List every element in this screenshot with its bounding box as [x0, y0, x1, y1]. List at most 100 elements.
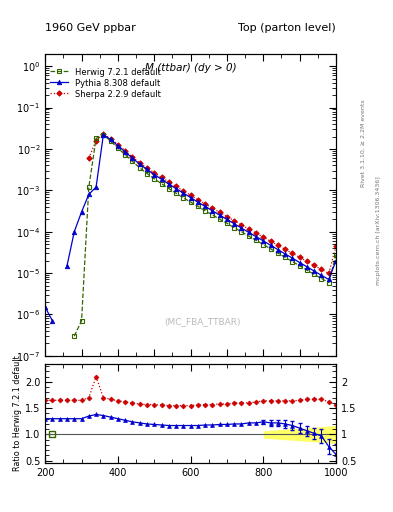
Pythia 8.308 default	[246, 229, 251, 236]
Pythia 8.308 default	[50, 318, 55, 324]
Sherpa 2.2.9 default	[130, 154, 135, 160]
Pythia 8.308 default	[101, 132, 106, 138]
Herwig 7.2.1 default	[138, 165, 142, 171]
Text: Rivet 3.1.10, ≥ 2.2M events: Rivet 3.1.10, ≥ 2.2M events	[361, 99, 366, 187]
Pythia 8.308 default	[116, 143, 120, 149]
Pythia 8.308 default	[232, 221, 237, 227]
Herwig 7.2.1 default	[217, 216, 222, 222]
Text: mcplots.cern.ch [arXiv:1306.3436]: mcplots.cern.ch [arXiv:1306.3436]	[376, 176, 381, 285]
Herwig 7.2.1 default	[108, 138, 113, 144]
Pythia 8.308 default	[225, 217, 230, 223]
Sherpa 2.2.9 default	[275, 242, 280, 248]
Pythia 8.308 default	[268, 242, 273, 248]
Herwig 7.2.1 default	[174, 190, 178, 196]
Sherpa 2.2.9 default	[86, 155, 91, 161]
Sherpa 2.2.9 default	[319, 266, 324, 272]
Sherpa 2.2.9 default	[312, 262, 317, 268]
Herwig 7.2.1 default	[334, 251, 338, 258]
Herwig 7.2.1 default	[94, 135, 99, 141]
Pythia 8.308 default	[72, 229, 77, 235]
Sherpa 2.2.9 default	[123, 148, 128, 154]
Herwig 7.2.1 default	[246, 233, 251, 239]
Sherpa 2.2.9 default	[225, 214, 230, 220]
Herwig 7.2.1 default	[159, 181, 164, 187]
Herwig 7.2.1 default	[239, 229, 244, 235]
Herwig 7.2.1 default	[319, 275, 324, 282]
Sherpa 2.2.9 default	[246, 226, 251, 232]
Herwig 7.2.1 default	[167, 185, 171, 191]
Text: M (ttbar) (dy > 0): M (ttbar) (dy > 0)	[145, 63, 237, 73]
Pythia 8.308 default	[138, 161, 142, 167]
Sherpa 2.2.9 default	[268, 238, 273, 244]
Pythia 8.308 default	[108, 136, 113, 142]
Herwig 7.2.1 default	[327, 280, 331, 286]
Herwig 7.2.1 default	[145, 170, 149, 177]
Pythia 8.308 default	[305, 264, 309, 270]
Herwig 7.2.1 default	[305, 267, 309, 273]
Pythia 8.308 default	[298, 260, 302, 266]
Herwig 7.2.1 default	[203, 208, 208, 214]
Pythia 8.308 default	[159, 176, 164, 182]
Pythia 8.308 default	[196, 199, 200, 205]
Sherpa 2.2.9 default	[334, 243, 338, 249]
Sherpa 2.2.9 default	[196, 197, 200, 203]
Pythia 8.308 default	[94, 184, 99, 190]
Sherpa 2.2.9 default	[217, 209, 222, 216]
Pythia 8.308 default	[174, 185, 178, 191]
Pythia 8.308 default	[203, 203, 208, 209]
Sherpa 2.2.9 default	[188, 192, 193, 198]
Sherpa 2.2.9 default	[232, 218, 237, 224]
Herwig 7.2.1 default	[254, 237, 259, 243]
Pythia 8.308 default	[167, 181, 171, 187]
Herwig 7.2.1 default	[196, 203, 200, 209]
Sherpa 2.2.9 default	[181, 188, 186, 194]
Sherpa 2.2.9 default	[239, 222, 244, 228]
Text: Top (parton level): Top (parton level)	[238, 23, 336, 33]
Herwig 7.2.1 default	[298, 263, 302, 269]
Sherpa 2.2.9 default	[138, 160, 142, 166]
Sherpa 2.2.9 default	[210, 205, 215, 211]
Sherpa 2.2.9 default	[203, 201, 208, 207]
Pythia 8.308 default	[123, 149, 128, 155]
Herwig 7.2.1 default	[79, 318, 84, 324]
Herwig 7.2.1 default	[283, 254, 288, 261]
Herwig 7.2.1 default	[225, 220, 230, 226]
Sherpa 2.2.9 default	[94, 137, 99, 143]
Pythia 8.308 default	[86, 191, 91, 198]
Sherpa 2.2.9 default	[290, 250, 295, 257]
Sherpa 2.2.9 default	[159, 175, 164, 181]
Herwig 7.2.1 default	[152, 176, 156, 182]
Sherpa 2.2.9 default	[283, 246, 288, 252]
Sherpa 2.2.9 default	[327, 270, 331, 276]
Sherpa 2.2.9 default	[101, 131, 106, 137]
Text: (MC_FBA_TTBAR): (MC_FBA_TTBAR)	[164, 316, 241, 326]
Pythia 8.308 default	[145, 166, 149, 173]
Legend: Herwig 7.2.1 default, Pythia 8.308 default, Sherpa 2.2.9 default: Herwig 7.2.1 default, Pythia 8.308 defau…	[48, 66, 162, 100]
Line: Pythia 8.308 default: Pythia 8.308 default	[43, 133, 338, 323]
Sherpa 2.2.9 default	[167, 179, 171, 185]
Herwig 7.2.1 default	[268, 246, 273, 252]
Herwig 7.2.1 default	[290, 259, 295, 265]
Pythia 8.308 default	[130, 155, 135, 161]
Pythia 8.308 default	[312, 268, 317, 274]
Herwig 7.2.1 default	[86, 184, 91, 190]
Pythia 8.308 default	[319, 272, 324, 279]
Sherpa 2.2.9 default	[254, 230, 259, 236]
Herwig 7.2.1 default	[312, 271, 317, 278]
Pythia 8.308 default	[43, 304, 48, 310]
Text: 1960 GeV ppbar: 1960 GeV ppbar	[45, 23, 136, 33]
Pythia 8.308 default	[275, 246, 280, 252]
Herwig 7.2.1 default	[181, 195, 186, 201]
Herwig 7.2.1 default	[101, 132, 106, 138]
Pythia 8.308 default	[334, 258, 338, 264]
Pythia 8.308 default	[327, 276, 331, 283]
Sherpa 2.2.9 default	[152, 170, 156, 176]
Sherpa 2.2.9 default	[305, 258, 309, 264]
Line: Herwig 7.2.1 default: Herwig 7.2.1 default	[72, 133, 338, 338]
Pythia 8.308 default	[283, 251, 288, 257]
Pythia 8.308 default	[64, 263, 69, 269]
Sherpa 2.2.9 default	[108, 136, 113, 142]
Sherpa 2.2.9 default	[174, 183, 178, 189]
Pythia 8.308 default	[254, 233, 259, 240]
Herwig 7.2.1 default	[72, 333, 77, 339]
